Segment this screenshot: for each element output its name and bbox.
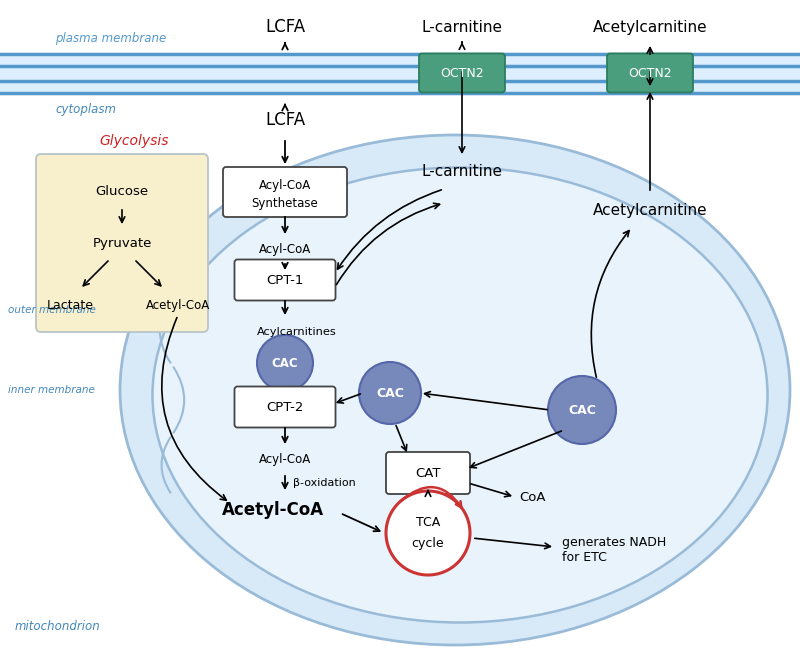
Text: Lactate: Lactate — [46, 299, 94, 311]
Circle shape — [359, 362, 421, 424]
Text: Acylcarnitines: Acylcarnitines — [257, 327, 337, 337]
Text: L-carnitine: L-carnitine — [422, 19, 502, 35]
Circle shape — [257, 335, 313, 391]
Text: Acetylcarnitine: Acetylcarnitine — [593, 203, 707, 217]
Text: Glycolysis: Glycolysis — [99, 134, 169, 148]
Text: Acyl-CoA: Acyl-CoA — [259, 452, 311, 466]
Text: TCA: TCA — [416, 517, 440, 529]
Text: LCFA: LCFA — [265, 18, 305, 36]
FancyBboxPatch shape — [419, 53, 505, 92]
FancyBboxPatch shape — [386, 452, 470, 494]
Ellipse shape — [153, 168, 767, 622]
Text: Synthetase: Synthetase — [252, 196, 318, 209]
Text: Acyl-CoA: Acyl-CoA — [259, 243, 311, 255]
Text: Acetyl-CoA: Acetyl-CoA — [222, 501, 324, 519]
FancyBboxPatch shape — [234, 386, 335, 428]
FancyBboxPatch shape — [223, 167, 347, 217]
Text: Acetylcarnitine: Acetylcarnitine — [593, 19, 707, 35]
Text: cytoplasm: cytoplasm — [55, 102, 116, 116]
Text: LCFA: LCFA — [265, 111, 305, 129]
Text: CAC: CAC — [272, 356, 298, 370]
Text: Pyruvate: Pyruvate — [92, 237, 152, 249]
FancyBboxPatch shape — [234, 259, 335, 301]
Text: cycle: cycle — [412, 537, 444, 549]
Ellipse shape — [120, 135, 790, 645]
FancyBboxPatch shape — [607, 53, 693, 92]
Text: plasma membrane: plasma membrane — [55, 31, 166, 45]
Text: mitochondrion: mitochondrion — [15, 620, 101, 634]
Text: CoA: CoA — [518, 491, 546, 503]
Text: inner membrane: inner membrane — [8, 385, 95, 395]
Text: L-carnitine: L-carnitine — [422, 164, 502, 178]
Text: generates NADH
for ETC: generates NADH for ETC — [562, 536, 666, 564]
Text: outer membrane: outer membrane — [8, 305, 96, 315]
Text: CAC: CAC — [376, 386, 404, 400]
Text: Acyl-CoA: Acyl-CoA — [259, 178, 311, 192]
Text: CPT-1: CPT-1 — [266, 273, 304, 287]
Text: CPT-2: CPT-2 — [266, 400, 304, 414]
Text: Acetyl-CoA: Acetyl-CoA — [146, 299, 210, 311]
Circle shape — [386, 491, 470, 575]
Text: CAC: CAC — [568, 404, 596, 416]
Text: OCTN2: OCTN2 — [440, 66, 484, 80]
Text: CAT: CAT — [415, 467, 441, 479]
FancyBboxPatch shape — [36, 154, 208, 332]
Text: OCTN2: OCTN2 — [628, 66, 672, 80]
Circle shape — [548, 376, 616, 444]
Text: Glucose: Glucose — [95, 184, 149, 198]
Text: β-oxidation: β-oxidation — [293, 478, 356, 488]
